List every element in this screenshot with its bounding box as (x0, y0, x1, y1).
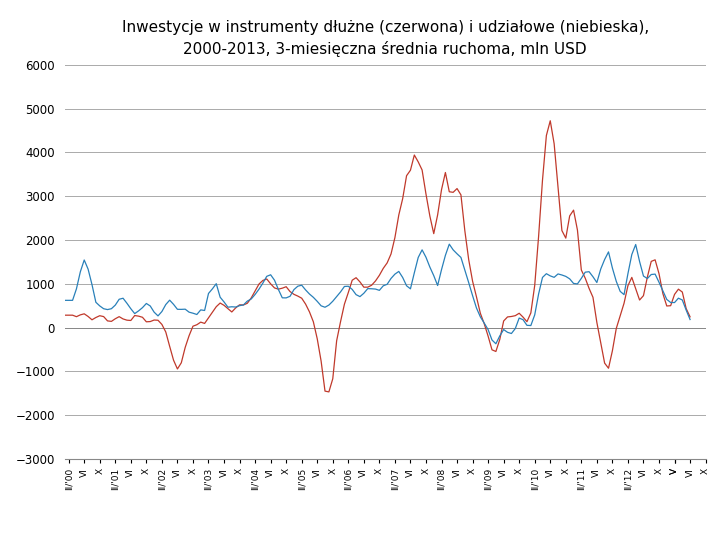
Title: Inwestycje w instrumenty dłużne (czerwona) i udziałowe (niebieska),
2000-2013, 3: Inwestycje w instrumenty dłużne (czerwon… (122, 21, 649, 57)
